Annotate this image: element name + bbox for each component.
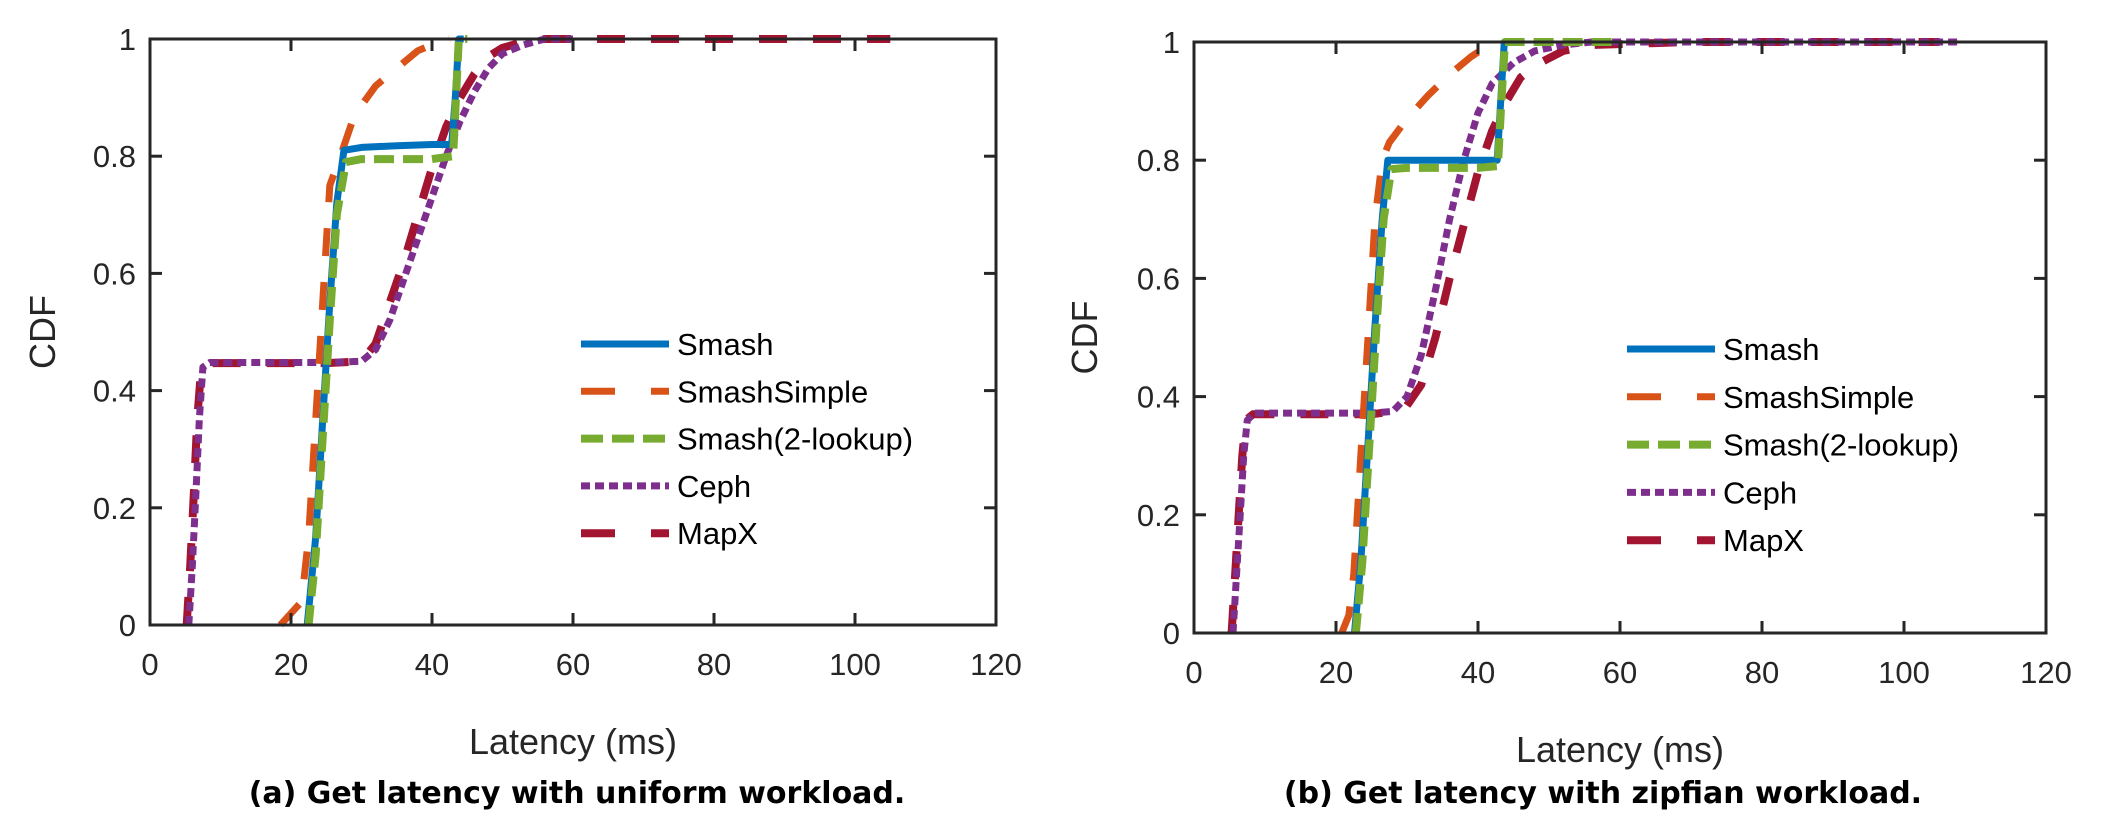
caption-b: (b) Get latency with zipfian workload. xyxy=(1284,776,1922,811)
legend-item: Smash(2-lookup) xyxy=(581,422,913,457)
legend-a: Smash SmashSimple Smash(2-lookup) Ceph MapX xyxy=(581,327,913,551)
x-axis-label-b: Latency (ms) xyxy=(1516,729,1724,770)
y-axis-label-a: CDF xyxy=(22,295,63,369)
y-tick-label: 0.4 xyxy=(1137,380,1180,415)
series-line-mapx xyxy=(182,35,891,626)
x-tick-label: 60 xyxy=(1603,655,1637,690)
legend-b: Smash SmashSimple Smash(2-lookup) Ceph MapX xyxy=(1627,332,1959,558)
x-tick-label: 40 xyxy=(1461,655,1495,690)
y-axis-label-b: CDF xyxy=(1064,301,1105,375)
legend-item: Smash(2-lookup) xyxy=(1627,428,1959,463)
x-tick-label: 120 xyxy=(2020,655,2072,690)
legend-label: Ceph xyxy=(1723,475,1797,510)
ticks-b: 0 20 40 60 80 100 120 0 0.2 0.4 0.6 0.8 1 xyxy=(1137,25,2072,690)
legend-label: Smash xyxy=(677,327,773,362)
series-line-ceph xyxy=(1229,38,1961,634)
y-tick-label: 0.6 xyxy=(1137,261,1180,296)
y-tick-label: 0 xyxy=(119,608,136,643)
series-line-smash-2-lookup xyxy=(304,35,468,626)
x-tick-label: 0 xyxy=(141,647,158,682)
panel-a: 0 20 40 60 80 100 120 0 0.2 0.4 0.6 0.8 1 Latency (m… xyxy=(22,22,1022,811)
legend-item: Smash xyxy=(581,327,773,362)
x-tick-label: 100 xyxy=(829,647,881,682)
y-tick-label: 0.8 xyxy=(93,139,136,174)
legend-item: Ceph xyxy=(581,469,751,504)
legend-item: SmashSimple xyxy=(581,374,868,409)
series-layer-a xyxy=(182,35,891,628)
axes-box-a xyxy=(148,37,998,627)
series-line-ceph xyxy=(185,35,573,626)
legend-item: SmashSimple xyxy=(1627,380,1914,415)
legend-label: Smash(2-lookup) xyxy=(1723,428,1959,463)
x-axis-label-a: Latency (ms) xyxy=(469,721,677,762)
x-tick-label: 0 xyxy=(1185,655,1202,690)
y-tick-label: 0.8 xyxy=(1137,143,1180,178)
series-line-smashsimple xyxy=(1338,38,1501,635)
y-tick-label: 0.2 xyxy=(93,491,136,526)
legend-item: Smash xyxy=(1627,332,1819,367)
series-line-mapx xyxy=(1227,38,1940,634)
y-tick-label: 1 xyxy=(119,22,136,57)
x-tick-label: 80 xyxy=(1745,655,1779,690)
legend-label: MapX xyxy=(677,516,758,551)
legend-item: MapX xyxy=(581,516,758,551)
x-tick-label: 40 xyxy=(415,647,449,682)
legend-label: MapX xyxy=(1723,523,1804,558)
x-tick-label: 100 xyxy=(1878,655,1930,690)
axes-box-b xyxy=(1192,40,2048,635)
y-tick-label: 1 xyxy=(1163,25,1180,60)
y-tick-label: 0 xyxy=(1163,616,1180,651)
legend-label: Smash xyxy=(1723,332,1819,367)
legend-item: MapX xyxy=(1627,523,1804,558)
series-line-smashsimple xyxy=(277,35,451,628)
legend-label: Ceph xyxy=(677,469,751,504)
ticks-a: 0 20 40 60 80 100 120 0 0.2 0.4 0.6 0.8 1 xyxy=(93,22,1022,682)
x-tick-label: 20 xyxy=(1319,655,1353,690)
legend-label: SmashSimple xyxy=(1723,380,1914,415)
x-tick-label: 20 xyxy=(274,647,308,682)
legend-label: SmashSimple xyxy=(677,374,868,409)
panel-b: 0 20 40 60 80 100 120 0 0.2 0.4 0.6 0.8 1 Latency (m… xyxy=(1064,25,2072,811)
x-tick-label: 80 xyxy=(697,647,731,682)
series-line-smash-2-lookup xyxy=(1351,38,1620,634)
y-tick-label: 0.2 xyxy=(1137,498,1180,533)
legend-label: Smash(2-lookup) xyxy=(677,422,913,457)
y-tick-label: 0.4 xyxy=(93,374,136,409)
legend-item: Ceph xyxy=(1627,475,1797,510)
caption-a: (a) Get latency with uniform workload. xyxy=(249,776,906,811)
series-layer-b xyxy=(1227,38,1961,635)
x-tick-label: 120 xyxy=(970,647,1022,682)
x-tick-label: 60 xyxy=(556,647,590,682)
y-tick-label: 0.6 xyxy=(93,256,136,291)
